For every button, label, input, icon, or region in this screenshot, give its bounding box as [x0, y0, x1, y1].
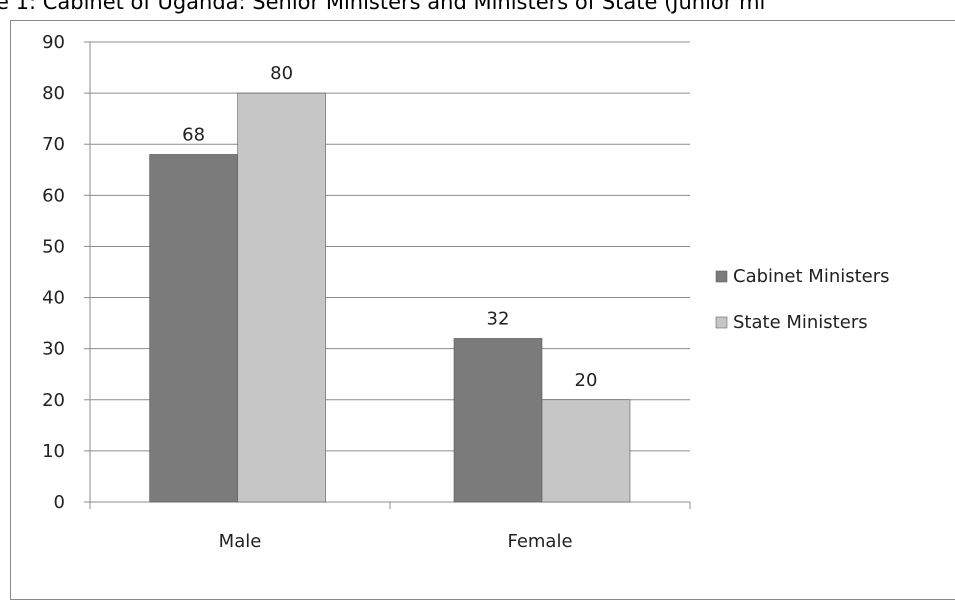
- y-tick-label: 50: [42, 236, 65, 257]
- bar-state-ministers: [237, 92, 326, 503]
- y-tick-label: 30: [42, 339, 65, 360]
- data-label: 20: [575, 370, 598, 391]
- y-tick-label: 80: [42, 83, 65, 104]
- bar-chart: 0 10 20 30 40 50 60 70 80 90 68 80 Male 32 20 Female Cab…: [42, 32, 890, 552]
- legend-swatch: [715, 316, 728, 329]
- x-tick-label: Female: [507, 531, 572, 552]
- y-tick-label: 70: [42, 134, 65, 155]
- x-tick-label: Male: [219, 531, 262, 552]
- data-label: 68: [182, 124, 205, 145]
- bar-cabinet-ministers: [453, 338, 543, 503]
- data-label: 32: [487, 308, 510, 329]
- bar-state-ministers: [541, 399, 631, 503]
- y-tick-label: 40: [42, 288, 65, 309]
- legend-label: State Ministers: [733, 312, 868, 333]
- bar-cabinet-ministers: [149, 154, 238, 503]
- chart-title: e 1: Cabinet of Uganda: Senior Ministers…: [0, 0, 766, 14]
- y-tick-label: 20: [42, 390, 65, 411]
- legend-label: Cabinet Ministers: [733, 266, 890, 287]
- y-tick-label: 90: [42, 32, 65, 53]
- y-tick-label: 0: [54, 492, 65, 513]
- y-tick-label: 60: [42, 185, 65, 206]
- y-tick-label: 10: [42, 441, 65, 462]
- data-label: 80: [270, 63, 293, 84]
- legend-swatch: [715, 270, 728, 283]
